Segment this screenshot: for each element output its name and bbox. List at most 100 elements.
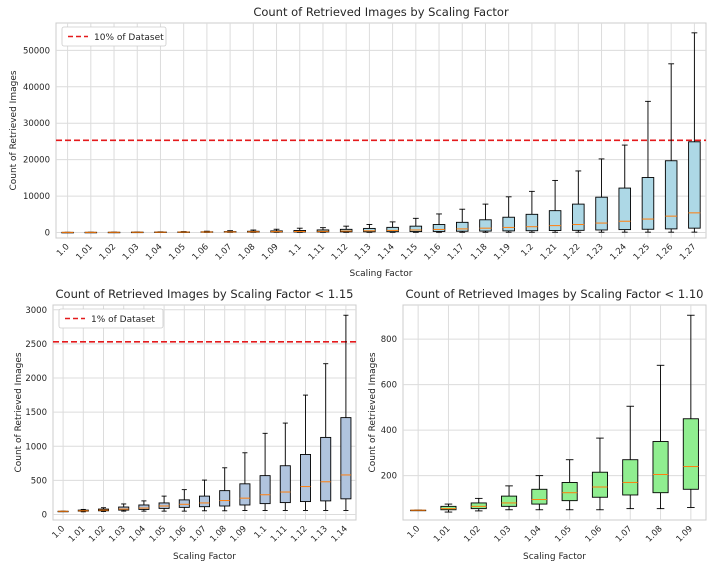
box-iqr: [548, 210, 562, 231]
y-tick-label: 0: [45, 229, 50, 239]
y-tick-label: 2500: [25, 340, 47, 350]
x-tick-label: 1.01: [432, 524, 452, 544]
box-1.06: [200, 230, 214, 233]
box-1.14: [340, 314, 352, 511]
box-iqr: [688, 141, 701, 229]
x-tick-label: 1.11: [269, 524, 289, 544]
box-1.15: [409, 217, 423, 233]
chart-bottom-right: Count of Retrieved Images by Scaling Fac…: [368, 287, 707, 562]
box-iqr: [118, 506, 130, 511]
chart-bottom-left: Count of Retrieved Images by Scaling Fac…: [14, 287, 357, 562]
box-1.0: [57, 510, 69, 513]
x-axis-label: Scaling Factor: [173, 552, 236, 562]
x-tick-label: 1.21: [539, 242, 559, 262]
box-1.12: [339, 225, 353, 233]
box-1.02: [97, 507, 109, 512]
box-1.08: [219, 467, 231, 512]
x-tick-label: 1.12: [289, 524, 309, 544]
x-tick-label: 1.07: [214, 242, 234, 262]
x-tick-label: 1.08: [644, 524, 664, 544]
x-axis-label: Scaling Factor: [349, 269, 412, 279]
legend: 10% of Dataset: [61, 26, 167, 47]
box-iqr: [618, 187, 632, 231]
box-iqr: [409, 225, 423, 233]
x-tick-label: 1.24: [608, 242, 628, 262]
box-1.02: [470, 497, 487, 512]
box-iqr: [591, 471, 608, 498]
box-1.09: [682, 314, 699, 508]
x-tick-label: 1.22: [562, 242, 582, 262]
box-1.0: [61, 231, 74, 234]
x-tick-label: 1.03: [107, 524, 127, 544]
y-axis-label: Count of Retrieved Images: [14, 352, 24, 472]
x-tick-label: 1.15: [399, 242, 419, 262]
box-1.07: [223, 230, 237, 233]
box-iqr: [641, 177, 655, 230]
x-tick-label: 1.25: [632, 242, 652, 262]
x-tick-label: 1.0: [51, 524, 68, 541]
box-1.05: [177, 231, 190, 233]
box-1.04: [138, 500, 150, 512]
box-1.07: [198, 479, 210, 512]
x-tick-label: 1.14: [330, 524, 350, 544]
box-1.06: [591, 437, 608, 511]
box-iqr: [622, 459, 639, 496]
x-tick-label: 1.03: [493, 524, 513, 544]
x-tick-label: 1.17: [446, 242, 466, 262]
legend-box: [61, 26, 167, 47]
box-iqr: [239, 483, 251, 506]
x-tick-label: 1.11: [307, 242, 327, 262]
box-1.01: [77, 508, 89, 513]
x-tick-label: 1.16: [423, 242, 443, 262]
y-tick-label: 2000: [25, 374, 47, 384]
box-1.12: [300, 394, 312, 511]
x-tick-label: 1.06: [191, 242, 211, 262]
legend-box: [58, 308, 164, 329]
box-1.27: [688, 32, 701, 233]
box-iqr: [219, 490, 231, 507]
x-tick-label: 1.08: [237, 242, 257, 262]
y-tick-label: 800: [381, 335, 397, 345]
box-1.05: [158, 495, 170, 512]
x-tick-label: 1.1: [287, 242, 304, 259]
box-1.21: [548, 179, 562, 233]
x-axis-label: Scaling Factor: [523, 552, 586, 562]
box-1.1: [293, 227, 307, 233]
x-tick-label: 1.26: [655, 242, 675, 262]
x-tick-label: 1.04: [128, 524, 148, 544]
box-1.2: [525, 190, 539, 233]
chart-title: Count of Retrieved Images by Scaling Fac…: [406, 287, 704, 301]
box-iqr: [320, 436, 332, 502]
x-tick-label: 1.02: [87, 524, 107, 544]
x-tick-label: 1.04: [523, 524, 543, 544]
box-1.25: [641, 100, 655, 233]
x-tick-label: 1.09: [260, 242, 280, 262]
x-tick-label: 1.23: [585, 242, 605, 262]
x-tick-label: 1.08: [208, 524, 228, 544]
box-iqr: [470, 502, 487, 510]
box-1.09: [239, 452, 251, 511]
box-iqr: [259, 475, 271, 505]
box-iqr: [198, 495, 210, 508]
x-tick-label: 1.0: [406, 524, 423, 541]
box-1.04: [531, 475, 548, 511]
box-1.01: [440, 503, 457, 513]
box-1.04: [154, 231, 167, 233]
box-1.01: [84, 231, 98, 234]
x-tick-label: 1.04: [144, 242, 164, 262]
box-iqr: [572, 203, 585, 231]
box-iqr: [440, 505, 457, 511]
x-tick-label: 1.05: [148, 524, 168, 544]
box-iqr: [386, 226, 399, 233]
x-tick-label: 1.13: [309, 524, 329, 544]
y-tick-label: 500: [31, 476, 47, 486]
x-tick-label: 1.2: [519, 242, 536, 259]
chart-title: Count of Retrieved Images by Scaling Fac…: [56, 287, 354, 301]
x-tick-label: 1.14: [376, 242, 396, 262]
legend-label: 1% of Dataset: [91, 315, 155, 325]
box-1.08: [652, 364, 669, 510]
box-1.18: [479, 203, 492, 233]
box-1.1: [259, 432, 271, 511]
plot-area: [55, 22, 707, 239]
box-1.17: [455, 208, 469, 233]
